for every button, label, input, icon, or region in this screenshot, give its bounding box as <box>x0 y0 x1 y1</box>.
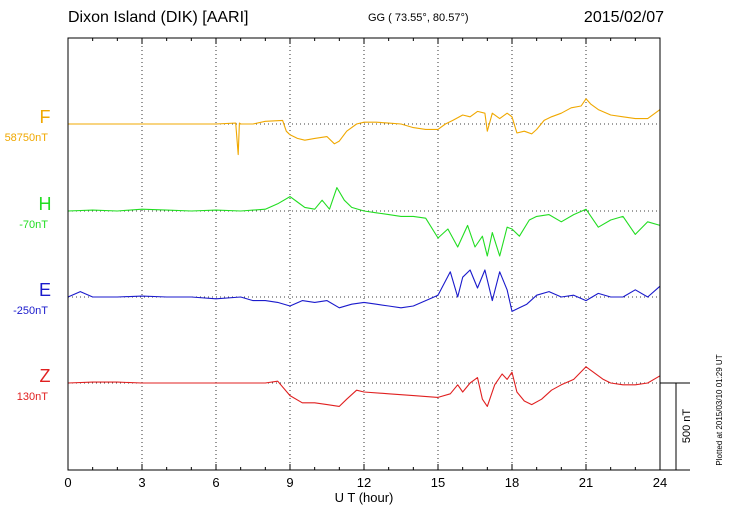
scale-bar-label: 500 nT <box>681 409 693 444</box>
series-line-Z <box>67 366 661 407</box>
x-tick-label-9: 9 <box>286 475 293 490</box>
series-line-E <box>67 269 661 312</box>
x-tick-label-3: 3 <box>138 475 145 490</box>
x-tick-label-24: 24 <box>653 475 667 490</box>
series-line-F <box>68 98 661 156</box>
component-labels: F 58750nT H -70nT E -250nT Z 130nT <box>5 107 52 403</box>
x-tick-label-6: 6 <box>212 475 219 490</box>
component-letter-H: H <box>39 194 52 214</box>
component-baseline-Z: 130nT <box>17 391 48 403</box>
x-tick-label-15: 15 <box>431 475 445 490</box>
series-lines <box>67 98 661 407</box>
component-baseline-E: -250nT <box>13 305 48 317</box>
series-line-H <box>67 187 661 257</box>
x-tick-label-18: 18 <box>505 475 519 490</box>
x-tick-label-0: 0 <box>64 475 71 490</box>
component-letter-E: E <box>39 280 51 300</box>
component-letter-F: F <box>40 107 51 127</box>
geographic-coordinates: GG ( 73.55°, 80.57°) <box>368 12 469 24</box>
component-baseline-F: 58750nT <box>5 132 49 144</box>
component-baseline-H: -70nT <box>19 219 48 231</box>
grid-lines <box>141 38 587 470</box>
x-tick-label-12: 12 <box>357 475 371 490</box>
x-axis-label: U T (hour) <box>335 490 394 505</box>
scale-bar: 500 nT <box>660 382 693 471</box>
plotted-note: Plotted at 2015/03/10 01:29 UT <box>715 354 724 465</box>
plot-date: 2015/02/07 <box>583 9 664 26</box>
x-axis-ticks: 0 3 6 9 12 15 18 21 24 <box>64 38 667 490</box>
component-letter-Z: Z <box>40 366 51 386</box>
x-tick-label-21: 21 <box>579 475 593 490</box>
station-title: Dixon Island (DIK) [AARI] <box>68 9 249 26</box>
